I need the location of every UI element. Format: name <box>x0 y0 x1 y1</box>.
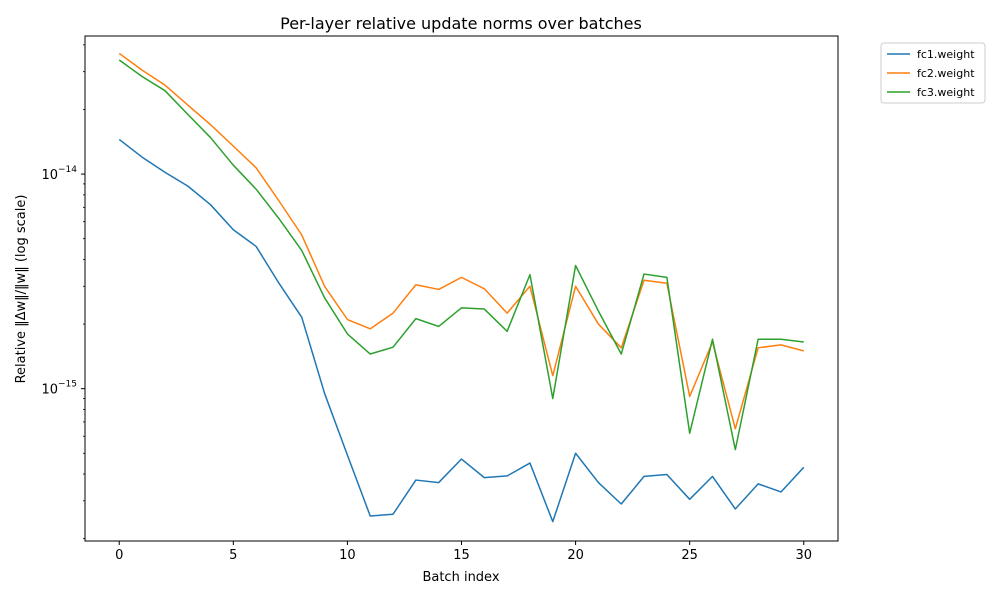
series-line-fc1.weight <box>118 138 805 523</box>
x-tick-label: 5 <box>229 548 237 563</box>
series-line-fc2.weight <box>118 52 804 430</box>
legend-label: fc2.weight <box>917 67 975 80</box>
x-tick-label: 25 <box>681 548 698 563</box>
series-layer <box>118 52 805 523</box>
x-tick-label: 0 <box>115 548 123 563</box>
x-axis-label: Batch index <box>422 570 499 585</box>
legend: fc1.weight fc2.weight fc3.weight <box>880 42 986 104</box>
x-tick-label: 15 <box>453 548 470 563</box>
legend-label: fc1.weight <box>917 48 975 61</box>
y-tick-label: 10−15 <box>41 380 77 398</box>
y-axis-label: Relative ‖Δw‖/‖w‖ (log scale) <box>14 195 29 384</box>
plot-area-frame <box>84 35 839 542</box>
y-tick-label: 10−14 <box>41 165 77 183</box>
x-axis-ticks: 0 5 10 15 20 25 30 <box>115 541 812 563</box>
x-tick-label: 30 <box>795 548 812 563</box>
legend-frame <box>880 42 986 104</box>
series-line-fc3.weight <box>118 59 804 451</box>
chart-title: Per-layer relative update norms over bat… <box>280 14 642 33</box>
x-tick-label: 10 <box>339 548 356 563</box>
legend-label: fc3.weight <box>917 86 975 99</box>
x-tick-label: 20 <box>567 548 584 563</box>
